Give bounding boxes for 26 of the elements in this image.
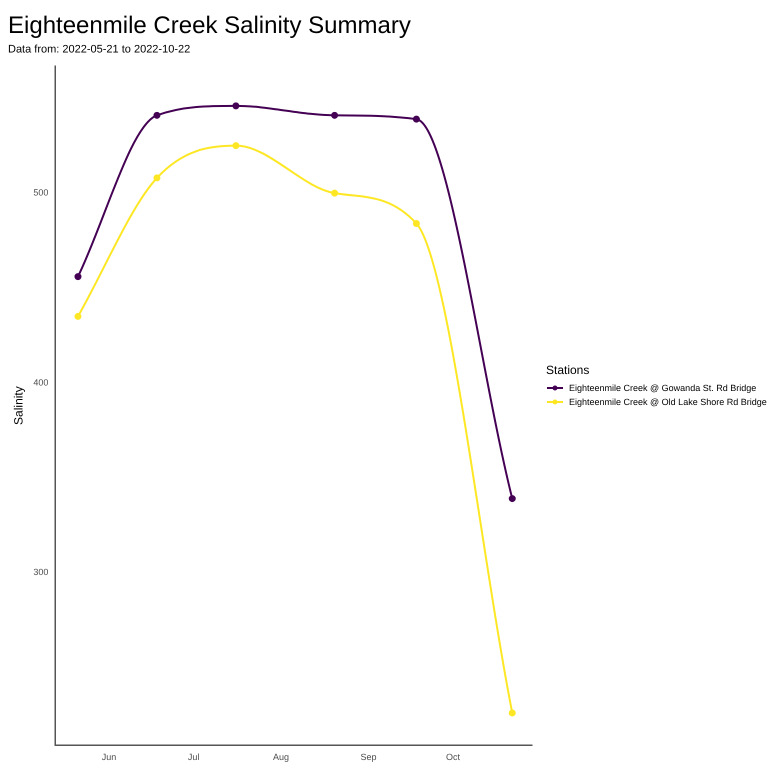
point	[412, 220, 420, 227]
x-tick-label: Jun	[102, 752, 116, 762]
y-tick-label: 300	[33, 567, 48, 578]
point	[153, 112, 160, 119]
x-tick-label: Sep	[360, 752, 376, 762]
point	[232, 142, 240, 150]
x-tick-label: Jul	[188, 752, 200, 762]
point	[412, 116, 420, 123]
point	[508, 495, 516, 502]
y-tick-label: 400	[33, 377, 48, 388]
x-tick-label: Oct	[446, 752, 461, 762]
legend-label: Eighteenmile Creek @ Gowanda St. Rd Bridge	[569, 383, 756, 393]
y-tick-label: 500	[33, 188, 48, 198]
legend-label: Eighteenmile Creek @ Old Lake Shore Rd Bridge	[569, 397, 767, 407]
point	[508, 709, 516, 716]
point	[331, 112, 338, 119]
legend-title: Stations	[546, 363, 590, 377]
point	[331, 190, 338, 197]
chart-title: Eighteenmile Creek Salinity Summary	[8, 12, 411, 40]
point	[74, 273, 82, 280]
x-tick-label: Aug	[273, 752, 290, 762]
chart-subtitle: Data from: 2022-05-21 to 2022-10-22	[8, 43, 190, 56]
point	[74, 312, 82, 320]
point	[153, 174, 160, 182]
point	[232, 102, 240, 110]
y-axis-title: Salinity	[12, 386, 26, 425]
